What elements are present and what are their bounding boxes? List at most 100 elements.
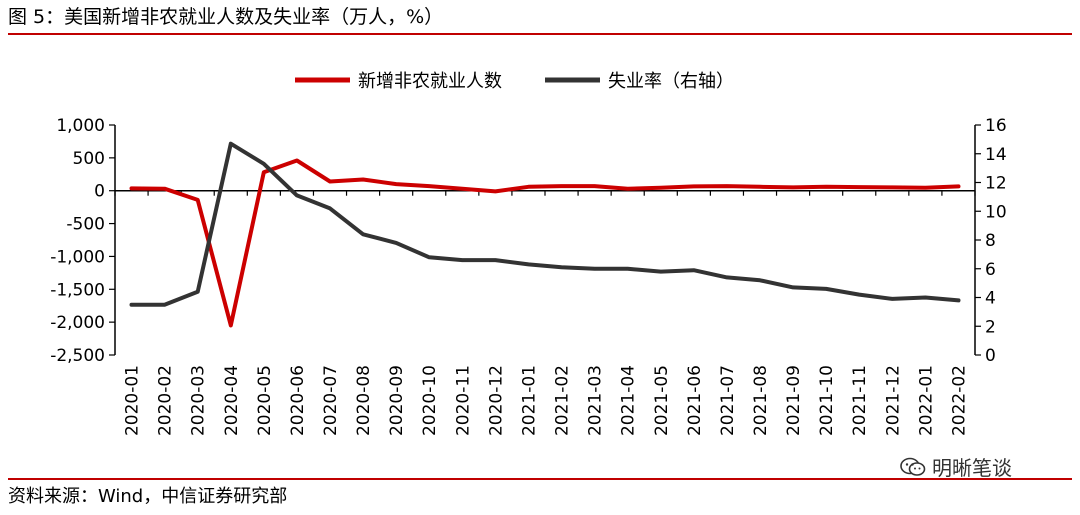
right-tick-label: 12 bbox=[985, 174, 1007, 194]
x-tick-label: 2020-06 bbox=[288, 365, 308, 436]
axes: 1,000 500 0 -500 -1,000 -1,500 -2,000 -2,500 16 1… bbox=[50, 116, 1006, 436]
payrolls-point bbox=[593, 184, 597, 188]
left-tick-label: -500 bbox=[66, 215, 105, 235]
payrolls-point bbox=[328, 180, 332, 183]
unemployment-point bbox=[857, 293, 861, 297]
payrolls-point bbox=[130, 186, 133, 190]
payrolls-point bbox=[692, 184, 696, 188]
left-tick-label: -2,000 bbox=[50, 313, 105, 333]
x-tick-label: 2020-02 bbox=[156, 365, 176, 436]
x-tick-label: 2020-11 bbox=[453, 365, 473, 436]
payrolls-point bbox=[659, 186, 663, 190]
x-tick-label: 2020-01 bbox=[123, 365, 143, 436]
right-tick-label: 4 bbox=[985, 289, 996, 309]
payrolls-point bbox=[725, 184, 729, 188]
left-tick-label: 500 bbox=[73, 149, 105, 169]
payrolls-line bbox=[129, 158, 961, 328]
chart: 新增非农就业人数 失业率（右轴） 1,000 500 0 -500 -1,000 -1,50… bbox=[50, 71, 1006, 436]
unemployment-point bbox=[593, 267, 597, 271]
payrolls-point bbox=[493, 189, 497, 193]
x-tick-label: 2021-07 bbox=[718, 365, 738, 436]
unemployment-point bbox=[923, 296, 927, 299]
unemployment-point bbox=[626, 267, 630, 271]
payrolls-point bbox=[361, 178, 365, 181]
x-tick-label: 2020-07 bbox=[321, 365, 341, 436]
right-tick-label: 8 bbox=[985, 231, 996, 251]
unemployment-point bbox=[659, 270, 663, 274]
payrolls-point bbox=[857, 185, 861, 189]
unemployment-point bbox=[262, 162, 266, 166]
payrolls-point bbox=[560, 184, 563, 188]
x-tick-label: 2021-12 bbox=[883, 365, 903, 436]
series-lines bbox=[129, 141, 961, 328]
payrolls-point bbox=[295, 159, 299, 162]
legend-payrolls-label: 新增非农就业人数 bbox=[358, 71, 502, 92]
payrolls-point bbox=[196, 198, 200, 202]
right-tick-label: 0 bbox=[985, 346, 996, 366]
unemployment-line bbox=[129, 141, 961, 307]
legend: 新增非农就业人数 失业率（右轴） bbox=[295, 71, 734, 92]
right-tick-label: 16 bbox=[985, 116, 1007, 136]
unemployment-point bbox=[295, 193, 299, 197]
right-tick-label: 6 bbox=[985, 260, 996, 280]
payrolls-point bbox=[460, 187, 464, 191]
payrolls-point bbox=[791, 185, 795, 189]
x-tick-label: 2021-03 bbox=[586, 365, 606, 436]
x-tick-label: 2021-05 bbox=[652, 365, 672, 436]
x-tick-label: 2022-02 bbox=[949, 365, 969, 436]
x-tick-label: 2021-09 bbox=[784, 365, 804, 436]
payrolls-point bbox=[163, 187, 167, 191]
payrolls-point bbox=[427, 184, 431, 188]
unemployment-point bbox=[394, 241, 398, 245]
unemployment-point bbox=[130, 303, 133, 307]
unemployment-point bbox=[427, 255, 431, 259]
x-tick-label: 2021-04 bbox=[619, 365, 639, 436]
x-tick-label: 2021-11 bbox=[850, 365, 870, 436]
source-rule bbox=[8, 478, 1072, 480]
x-tick-label: 2022-01 bbox=[916, 365, 936, 436]
x-tick-label: 2020-08 bbox=[354, 365, 374, 436]
unemployment-point bbox=[890, 297, 894, 301]
payrolls-point bbox=[394, 182, 398, 186]
watermark-text: 明晰笔谈 bbox=[932, 456, 1012, 480]
x-tick-label: 2021-10 bbox=[817, 365, 837, 436]
wechat-icon bbox=[900, 457, 926, 476]
legend-unemployment-label: 失业率（右轴） bbox=[608, 71, 734, 92]
watermark: 明晰笔谈 bbox=[900, 452, 1012, 481]
x-tick-label: 2021-06 bbox=[685, 365, 705, 436]
x-tick-label: 2021-01 bbox=[519, 365, 539, 436]
right-tick-label: 10 bbox=[985, 202, 1007, 222]
unemployment-point bbox=[527, 262, 530, 266]
payrolls-point bbox=[262, 170, 266, 174]
source-note: 资料来源：Wind，中信证券研究部 bbox=[8, 486, 288, 507]
left-tick-label: -1,500 bbox=[50, 280, 105, 300]
x-tick-label: 2021-02 bbox=[553, 365, 573, 436]
x-tick-label: 2020-10 bbox=[420, 365, 440, 436]
unemployment-point bbox=[229, 142, 233, 146]
unemployment-point bbox=[328, 206, 332, 210]
payrolls-point bbox=[957, 184, 960, 188]
left-tick-label: 0 bbox=[94, 182, 105, 202]
unemployment-point bbox=[560, 265, 563, 269]
payrolls-point bbox=[923, 186, 927, 190]
payrolls-point bbox=[626, 187, 630, 191]
unemployment-point bbox=[725, 275, 729, 279]
unemployment-point bbox=[460, 258, 464, 262]
right-tick-label: 2 bbox=[985, 317, 996, 337]
title-rule bbox=[8, 33, 1072, 35]
payrolls-point bbox=[229, 323, 233, 327]
payrolls-point bbox=[527, 185, 530, 189]
right-tick-label: 14 bbox=[985, 145, 1007, 165]
left-tick-label: 1,000 bbox=[56, 116, 105, 136]
x-tick-label: 2020-12 bbox=[486, 365, 506, 436]
unemployment-point bbox=[758, 278, 762, 282]
payrolls-point bbox=[890, 185, 894, 189]
unemployment-point bbox=[692, 268, 696, 272]
x-tick-label: 2020-09 bbox=[387, 365, 407, 436]
unemployment-point bbox=[957, 298, 960, 302]
figure-title: 图 5：美国新增非农就业人数及失业率（万人，%） bbox=[8, 6, 444, 28]
x-tick-label: 2020-05 bbox=[255, 365, 275, 436]
payrolls-point bbox=[758, 185, 762, 189]
x-tick-label: 2021-08 bbox=[751, 365, 771, 436]
x-tick-label: 2020-03 bbox=[189, 365, 209, 436]
